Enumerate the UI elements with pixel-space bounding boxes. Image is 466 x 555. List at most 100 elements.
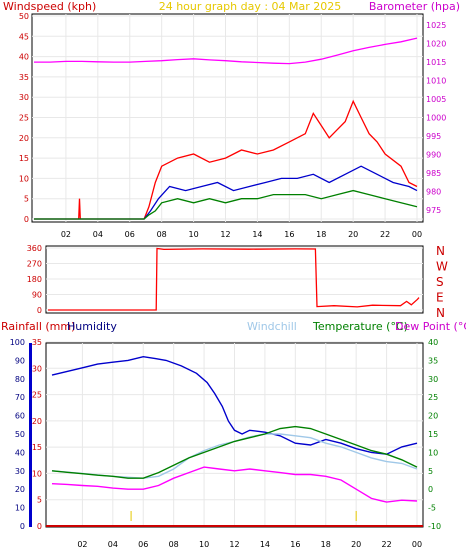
humidity-tick-label: 0: [20, 522, 25, 531]
x-tick-label: 14: [252, 230, 262, 239]
rain-tick-label: 10: [32, 469, 42, 478]
x-tick-label: 04: [93, 230, 103, 239]
humidity-tick-label: 90: [15, 356, 25, 365]
y-left-tick-label: 50: [19, 12, 29, 21]
compass-label: E: [436, 291, 444, 305]
temp-tick-label: -5: [428, 504, 436, 513]
rain-tick-label: 20: [32, 417, 42, 426]
rain-tick-label: 0: [37, 522, 42, 531]
temperature-axis-label: Temperature (°C): [312, 320, 408, 333]
x-tick-label: 08: [169, 540, 179, 549]
series-temperature: [51, 425, 418, 479]
x-tick-label: 04: [108, 540, 118, 549]
direction-tick-label: 360: [27, 244, 42, 253]
series-average: [34, 165, 418, 220]
series-low: [34, 189, 418, 220]
y-left-tick-label: 15: [19, 154, 29, 163]
temp-tick-label: 15: [428, 430, 438, 439]
y-right-tick-label: 1005: [426, 95, 446, 104]
x-tick-label: 20: [351, 540, 361, 549]
y-left-tick-label: 25: [19, 114, 29, 123]
x-tick-label: 22: [380, 230, 390, 239]
rain-tick-label: 5: [37, 496, 42, 505]
series-barometer: [34, 37, 418, 65]
humidity-tick-label: 80: [15, 375, 25, 384]
humidity-tick-label: 10: [15, 504, 25, 513]
x-tick-label: 16: [290, 540, 300, 549]
temp-tick-label: 10: [428, 448, 438, 457]
y-right-tick-label: 980: [426, 187, 441, 196]
temp-tick-label: 0: [428, 485, 433, 494]
direction-tick-label: 0: [37, 306, 42, 315]
temp-tick-label: -10: [428, 522, 441, 531]
x-tick-label: 08: [157, 230, 167, 239]
x-tick-label: 00: [412, 540, 422, 549]
compass-label: N: [436, 306, 445, 320]
x-tick-label: 06: [125, 230, 135, 239]
y-left-tick-label: 5: [24, 195, 29, 204]
series-dew-point: [51, 466, 418, 503]
x-tick-label: 10: [199, 540, 209, 549]
y-left-tick-label: 40: [19, 53, 29, 62]
y-left-tick-label: 20: [19, 134, 29, 143]
rain-tick-label: 30: [32, 364, 42, 373]
humidity-tick-label: 70: [15, 393, 25, 402]
humidity-tick-label: 40: [15, 448, 25, 457]
temp-tick-label: 30: [428, 375, 438, 384]
x-tick-label: 10: [188, 230, 198, 239]
temp-tick-label: 25: [428, 393, 438, 402]
temp-tick-label: 35: [428, 356, 438, 365]
temp-tick-label: 20: [428, 412, 438, 421]
rain-tick-label: 35: [32, 338, 42, 347]
rain-tick-label: 25: [32, 391, 42, 400]
x-tick-label: 18: [321, 540, 331, 549]
temp-panel: Rainfall (mm) Humidity Windchill Tempera…: [1, 320, 466, 549]
rainfall-axis-label: Rainfall (mm): [1, 320, 75, 333]
rain-tick-label: 15: [32, 443, 42, 452]
humidity-tick-label: 20: [15, 485, 25, 494]
temp-tick-label: 5: [428, 467, 433, 476]
windspeed-axis-label: Windspeed (kph): [3, 0, 96, 13]
y-left-tick-label: 0: [24, 215, 29, 224]
compass-label: W: [436, 260, 448, 274]
direction-tick-label: 90: [32, 291, 42, 300]
y-left-tick-label: 45: [19, 32, 29, 41]
y-right-tick-label: 995: [426, 132, 441, 141]
x-tick-label: 00: [412, 230, 422, 239]
barometer-axis-label: Barometer (hpa): [369, 0, 460, 13]
humidity-axis-label: Humidity: [67, 320, 117, 333]
x-tick-label: 16: [284, 230, 294, 239]
windchill-axis-label: Windchill: [247, 320, 297, 333]
y-right-tick-label: 1010: [426, 77, 446, 86]
humidity-axis-bar: [29, 343, 32, 527]
chart-title: 24 hour graph day : 04 Mar 2025: [159, 0, 342, 13]
series-wind-direction: [48, 247, 420, 311]
y-right-tick-label: 1025: [426, 21, 446, 30]
x-tick-label: 02: [77, 540, 87, 549]
direction-tick-label: 270: [27, 260, 42, 269]
y-right-tick-label: 985: [426, 169, 441, 178]
dewpoint-axis-label: Dew Point (°C): [395, 320, 466, 333]
x-tick-label: 06: [138, 540, 148, 549]
series-humidity: [51, 355, 418, 455]
x-tick-label: 12: [229, 540, 239, 549]
x-tick-label: 18: [316, 230, 326, 239]
y-right-tick-label: 1020: [426, 40, 446, 49]
direction-tick-label: 180: [27, 275, 42, 284]
y-right-tick-label: 1000: [426, 114, 446, 123]
y-left-tick-label: 10: [19, 174, 29, 183]
x-tick-label: 12: [220, 230, 230, 239]
series-gust: [34, 99, 418, 220]
humidity-tick-label: 30: [15, 467, 25, 476]
y-left-tick-label: 35: [19, 73, 29, 82]
y-right-tick-label: 990: [426, 150, 441, 159]
x-tick-label: 02: [61, 230, 71, 239]
compass-label: N: [436, 244, 445, 258]
x-tick-label: 14: [260, 540, 270, 549]
temp-tick-label: 40: [428, 338, 438, 347]
humidity-tick-label: 100: [10, 338, 25, 347]
x-tick-label: 20: [348, 230, 358, 239]
y-right-tick-label: 975: [426, 206, 441, 215]
